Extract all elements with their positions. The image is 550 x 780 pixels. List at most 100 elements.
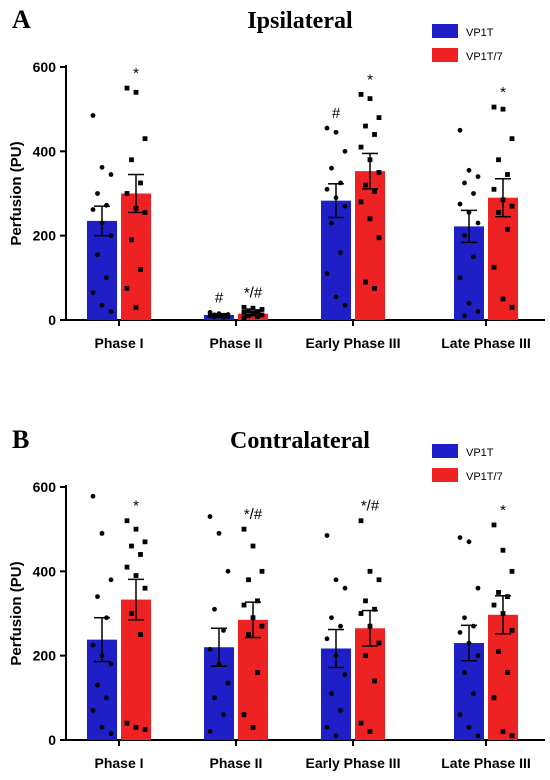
panel-letter: B: [12, 425, 29, 454]
data-point: [129, 237, 134, 243]
data-point: [338, 708, 343, 713]
data-point: [500, 547, 506, 553]
data-point: [329, 165, 334, 171]
data-point: [475, 309, 481, 314]
data-point: [376, 115, 382, 120]
data-point: [142, 539, 148, 545]
data-point: [216, 313, 222, 319]
data-point: [255, 598, 260, 604]
data-point: [333, 129, 339, 135]
data-point: [129, 611, 134, 616]
data-point: [324, 271, 330, 277]
data-point: [133, 573, 139, 578]
data-point: [496, 157, 501, 163]
legend-label: VP1T: [466, 27, 494, 39]
data-point: [255, 670, 260, 675]
data-point: [491, 522, 497, 528]
data-point: [246, 313, 251, 319]
data-point: [212, 695, 217, 701]
data-point: [505, 226, 510, 232]
data-point: [500, 197, 506, 203]
bar: [121, 599, 151, 740]
data-point: [500, 106, 506, 112]
data-point: [99, 724, 105, 730]
significance-label: *: [500, 502, 506, 519]
data-point: [342, 585, 348, 591]
panel-letter: A: [12, 5, 31, 34]
data-point: [367, 96, 373, 102]
data-point: [462, 615, 467, 621]
data-point: [376, 170, 382, 175]
data-point: [509, 568, 515, 574]
data-point: [376, 235, 382, 241]
data-point: [509, 136, 515, 142]
significance-label: *: [133, 65, 139, 82]
data-point: [90, 493, 96, 499]
data-point: [108, 731, 114, 737]
data-point: [496, 210, 501, 215]
significance-label: */#: [244, 506, 263, 523]
data-point: [367, 157, 373, 163]
data-point: [99, 220, 105, 226]
data-point: [241, 310, 247, 315]
data-point: [363, 598, 368, 604]
data-point: [138, 267, 143, 272]
data-point: [99, 653, 105, 659]
data-point: [342, 672, 348, 678]
bar: [238, 313, 268, 320]
data-point: [124, 285, 130, 291]
x-tick-label: Late Phase III: [441, 335, 530, 351]
data-point: [129, 157, 134, 163]
data-point: [509, 627, 515, 633]
data-point: [505, 172, 510, 177]
y-tick-label: 400: [33, 143, 57, 159]
data-point: [90, 708, 96, 713]
data-point: [367, 216, 373, 222]
significance-label: *: [133, 498, 139, 515]
data-point: [500, 611, 506, 616]
data-point: [241, 526, 247, 532]
data-point: [466, 300, 472, 306]
legend-swatch: [432, 48, 458, 62]
data-point: [324, 724, 330, 730]
data-point: [329, 615, 334, 621]
data-point: [104, 275, 109, 281]
data-point: [255, 309, 260, 314]
data-point: [358, 720, 364, 726]
data-point: [225, 680, 231, 686]
data-point: [324, 533, 330, 538]
data-point: [358, 92, 364, 97]
data-point: [246, 577, 251, 583]
data-point: [475, 220, 481, 226]
data-point: [259, 568, 265, 574]
chart-title: Ipsilateral: [247, 8, 353, 34]
data-point: [212, 314, 217, 320]
data-point: [466, 539, 472, 545]
data-point: [471, 191, 476, 196]
data-point: [457, 535, 463, 540]
data-point: [99, 530, 105, 536]
data-point: [466, 167, 472, 173]
data-point: [491, 602, 497, 608]
data-point: [363, 182, 368, 188]
data-point: [500, 729, 506, 734]
data-point: [462, 313, 467, 319]
data-point: [138, 180, 143, 186]
panel-b: B Contralateral VP1T VP1T/7 Perfusion (PU) 0 2…: [8, 425, 545, 771]
data-point: [124, 564, 130, 570]
bar: [321, 200, 351, 320]
data-point: [250, 724, 256, 730]
data-point: [475, 653, 481, 659]
data-point: [124, 85, 130, 91]
data-point: [491, 186, 497, 192]
data-point: [509, 203, 515, 209]
data-point: [138, 552, 143, 557]
data-point: [333, 195, 339, 201]
data-point: [496, 649, 501, 654]
data-point: [99, 302, 105, 308]
data-point: [367, 568, 373, 574]
x-tick-label: Phase II: [210, 335, 263, 351]
data-point: [329, 691, 334, 697]
data-point: [457, 201, 463, 207]
